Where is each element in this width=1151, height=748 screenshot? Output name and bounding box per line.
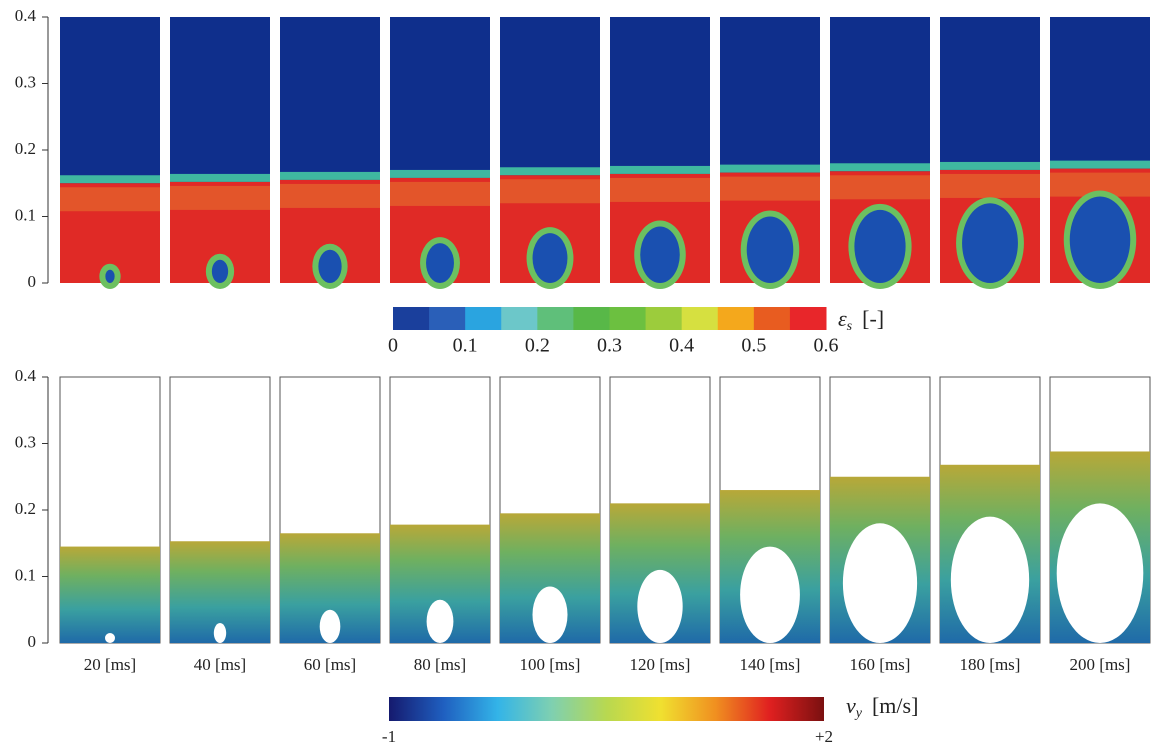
bubble	[951, 517, 1029, 643]
colorbar-tick-label: 0.4	[669, 335, 694, 357]
time-label: 140 [ms]	[740, 655, 801, 674]
colorbar-tick-label: 0.6	[814, 335, 839, 357]
bed-upper	[940, 174, 1040, 198]
bubble	[214, 623, 226, 643]
figure: εs [-] vy [m/s] 0 0.1 0.2 0.3 0.4 0 0.1 0.2 0.3 0.4…	[0, 0, 1151, 748]
colorbar-swatch	[393, 307, 430, 330]
time-label: 120 [ms]	[630, 655, 691, 674]
bubble	[318, 250, 341, 283]
bubble	[640, 226, 680, 283]
y-tick-label: 0.2	[15, 139, 36, 158]
bubble	[212, 260, 228, 283]
colorbar-swatch	[573, 307, 610, 330]
vy-unit: [m/s]	[872, 693, 918, 718]
eps-label: εs [-]	[838, 306, 884, 334]
colorbar-tick-label: 0.1	[453, 335, 478, 357]
vy-label: vy [m/s]	[846, 693, 918, 721]
interface-band	[940, 162, 1040, 170]
time-label: 40 [ms]	[194, 655, 246, 674]
bed-upper	[390, 182, 490, 206]
time-label: 80 [ms]	[414, 655, 466, 674]
bed-region	[60, 547, 160, 643]
time-label: 20 [ms]	[84, 655, 136, 674]
bed-upper	[610, 178, 710, 202]
eps-subscript: s	[847, 319, 853, 334]
colorbar-swatch	[754, 307, 791, 330]
colorbar-tick-label: 0.5	[741, 335, 766, 357]
bubble	[747, 217, 794, 284]
colorbar-tick-label: -1	[382, 727, 396, 746]
bed-upper	[280, 184, 380, 208]
y-tick-label: 0.4	[15, 366, 37, 385]
interface-band	[610, 166, 710, 174]
colorbar-swatch	[501, 307, 538, 330]
y-tick-label: 0.1	[15, 565, 36, 584]
interface-band	[280, 172, 380, 180]
interface-band	[500, 167, 600, 175]
colorbar-tick-label: 0.3	[597, 335, 622, 357]
colorbar-swatch	[465, 307, 502, 330]
vy-subscript: y	[854, 706, 863, 721]
bubble	[1057, 503, 1144, 643]
bubble	[427, 600, 454, 643]
bed-upper	[720, 177, 820, 201]
interface-band	[1050, 161, 1150, 169]
bed-upper	[170, 186, 270, 210]
eps-unit: [-]	[862, 306, 884, 331]
time-label: 100 [ms]	[520, 655, 581, 674]
time-label: 160 [ms]	[850, 655, 911, 674]
time-label: 60 [ms]	[304, 655, 356, 674]
interface-band	[170, 174, 270, 182]
colorbar-tick-label: 0.2	[525, 335, 550, 357]
colorbar-swatch	[790, 307, 827, 330]
colorbar-swatch	[429, 307, 466, 330]
bubble	[105, 633, 115, 643]
colorbar-tick-label: +2	[815, 727, 833, 746]
bubble	[532, 586, 567, 643]
colorbar-swatch	[718, 307, 755, 330]
colorbar-tick-label: 0	[388, 335, 398, 357]
interface-band	[720, 165, 820, 173]
time-label: 200 [ms]	[1070, 655, 1131, 674]
bubble	[962, 203, 1018, 283]
y-tick-label: 0.2	[15, 499, 36, 518]
bed-upper	[830, 175, 930, 199]
colorbar	[389, 697, 824, 721]
interface-band	[830, 163, 930, 171]
interface-band	[60, 175, 160, 183]
bubble	[105, 270, 114, 283]
bubble	[426, 243, 454, 283]
bed-upper	[500, 179, 600, 203]
y-tick-label: 0.1	[15, 205, 36, 224]
bed-upper	[60, 187, 160, 211]
y-tick-label: 0	[28, 632, 37, 651]
bubble	[740, 547, 800, 643]
vy-symbol: v	[846, 693, 856, 718]
y-tick-label: 0.3	[15, 72, 36, 91]
y-tick-label: 0.3	[15, 432, 36, 451]
bubble	[320, 610, 341, 643]
bubble	[1070, 197, 1131, 283]
colorbar-swatch	[537, 307, 574, 330]
eps-symbol: ε	[838, 306, 847, 331]
y-tick-label: 0.4	[15, 6, 37, 25]
bubble	[533, 233, 568, 283]
colorbar-swatch	[646, 307, 683, 330]
y-tick-label: 0	[28, 272, 37, 291]
bubble	[843, 523, 917, 643]
time-label: 180 [ms]	[960, 655, 1021, 674]
colorbar-swatch	[610, 307, 647, 330]
interface-band	[390, 170, 490, 178]
bubble	[637, 570, 682, 643]
colorbar-swatch	[682, 307, 719, 330]
bubble	[854, 210, 905, 283]
